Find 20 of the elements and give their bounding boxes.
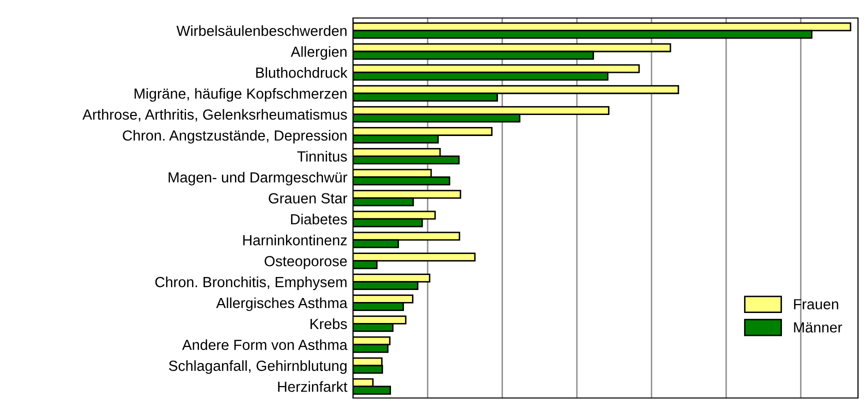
y-tick-label: Bluthochdruck bbox=[256, 67, 348, 78]
legend-label: Männer bbox=[794, 322, 842, 333]
y-tick-label: Wirbelsäulenbeschwerden bbox=[176, 25, 347, 36]
y-tick-label: Chron. Angstzustände, Depression bbox=[122, 130, 347, 144]
y-tick-label: Herzinfarkt bbox=[278, 381, 348, 392]
y-tick-label: Magen- und Darmgeschwür bbox=[168, 172, 348, 186]
y-tick-label: Osteoporose bbox=[264, 256, 347, 270]
y-tick-label: Andere Form von Asthma bbox=[182, 339, 348, 350]
y-tick-label: Arthrose, Arthritis, Gelenksrheumatismus bbox=[82, 109, 347, 122]
y-tick-label: Allergisches Asthma bbox=[216, 297, 348, 312]
y-tick-label: Tinnitus bbox=[297, 150, 347, 162]
y-tick-label: Harninkontinenz bbox=[243, 234, 347, 246]
y-tick-label: Krebs bbox=[310, 318, 347, 330]
y-tick-label: Diabetes bbox=[291, 214, 347, 224]
legend-label: Frauen bbox=[794, 299, 838, 310]
y-tick-label: Grauen Star bbox=[268, 193, 348, 204]
y-tick-label: Chron. Bronchitis, Emphysem bbox=[155, 276, 346, 290]
y-tick-label: Migräne, häufige Kopfschmerzen bbox=[134, 88, 347, 102]
y-tick-label: Allergien bbox=[290, 46, 346, 60]
y-tick-label: Schlaganfall, Gehirnblutung bbox=[168, 360, 347, 374]
